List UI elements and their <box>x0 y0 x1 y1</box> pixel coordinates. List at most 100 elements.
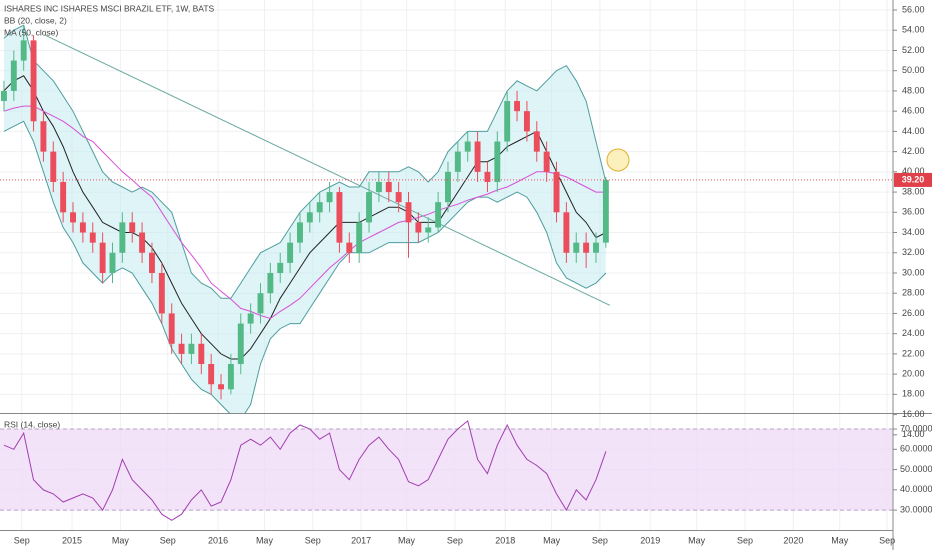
candle-body <box>356 222 363 253</box>
y-tick-label: 36.00 <box>902 207 925 217</box>
candle-body <box>366 192 373 223</box>
candle-body <box>326 192 333 203</box>
x-tick-label: Sep <box>160 535 176 545</box>
candle-body <box>573 242 580 253</box>
y-tick-label: 40.0000 <box>900 484 932 494</box>
y-tick-label: 32.00 <box>902 247 925 257</box>
x-tick-label: 2016 <box>208 535 228 545</box>
x-tick-label: Sep <box>305 535 321 545</box>
candle-body <box>504 101 511 142</box>
candle-body <box>435 202 442 228</box>
y-tick-label: 48.00 <box>902 85 925 95</box>
candle-body <box>178 343 185 354</box>
candle-body <box>375 181 382 193</box>
candle-body <box>306 212 313 223</box>
candle-body <box>109 252 116 273</box>
trend-line <box>45 34 611 306</box>
x-tick-label: 2017 <box>351 535 371 545</box>
indicator-line <box>3 24 607 299</box>
y-tick-label: 50.00 <box>902 65 925 75</box>
candle-body <box>405 202 412 223</box>
highlight-marker <box>606 148 630 172</box>
y-tick-label: 70.0000 <box>900 423 932 433</box>
candle-body <box>523 111 530 132</box>
candle-body <box>602 179 609 243</box>
y-tick-label: 54.00 <box>902 25 925 35</box>
candle-body <box>346 242 353 253</box>
y-tick-label: 16.00 <box>902 409 925 419</box>
candle-body <box>10 60 17 91</box>
candle-body <box>267 272 274 294</box>
candle-body <box>79 222 86 233</box>
price-pane <box>0 24 611 413</box>
candle-body <box>0 90 7 102</box>
candle-body <box>139 232 146 253</box>
x-tick-label: May <box>112 535 130 545</box>
candle-body <box>237 323 244 365</box>
y-tick-label: 34.00 <box>902 227 925 237</box>
candle-body <box>425 227 432 233</box>
x-tick-label: May <box>831 535 849 545</box>
x-tick-label: Sep <box>737 535 753 545</box>
candle-body <box>316 202 323 213</box>
candle-body <box>168 313 175 344</box>
candle-body <box>533 131 540 152</box>
candle-body <box>227 364 234 390</box>
x-tick-label: Sep <box>592 535 608 545</box>
y-tick-label: 22.00 <box>902 348 925 358</box>
candle-body <box>287 242 294 263</box>
y-tick-label: 18.00 <box>902 389 925 399</box>
candle-body <box>198 343 205 365</box>
candle-body <box>474 141 481 172</box>
rsi-line <box>3 420 607 521</box>
y-tick-label: 24.00 <box>902 328 925 338</box>
y-tick-label: 20.00 <box>902 368 925 378</box>
candle-body <box>454 151 461 172</box>
candle-body <box>119 222 126 253</box>
y-tick-label: 46.00 <box>902 106 925 116</box>
candle-body <box>385 181 392 193</box>
candle-body <box>30 40 37 122</box>
x-tick-label: May <box>688 535 706 545</box>
indicator-label: BB (20, close, 2) <box>4 15 67 25</box>
candle-body <box>89 232 96 243</box>
candle-body <box>415 222 422 233</box>
candle-body <box>129 222 136 233</box>
candle-body <box>70 212 76 223</box>
candle-body <box>336 192 343 243</box>
y-tick-label: 42.00 <box>902 146 925 156</box>
candle-body <box>494 141 501 182</box>
y-tick-label: 50.0000 <box>900 464 932 474</box>
candle-body <box>40 121 47 152</box>
candle-body <box>563 212 570 253</box>
x-tick-label: 2020 <box>783 535 803 545</box>
y-tick-label: 56.00 <box>902 4 925 14</box>
rsi-pane <box>0 420 893 521</box>
x-tick-label: 2015 <box>62 535 82 545</box>
candle-body <box>593 242 599 253</box>
indicator-line <box>3 120 607 413</box>
candle-body <box>208 364 215 385</box>
y-tick-label: 60.0000 <box>900 444 932 454</box>
indicator-label: MA (50, close) <box>4 27 58 37</box>
bollinger-band-fill <box>3 25 606 413</box>
y-tick-label: 44.00 <box>902 126 925 136</box>
last-price-tag <box>894 172 932 187</box>
candle-body <box>158 272 165 314</box>
candle-body <box>583 242 590 253</box>
candle-body <box>553 171 560 213</box>
y-tick-label: 52.00 <box>902 45 925 55</box>
y-tick-label: 40.00 <box>902 166 925 176</box>
candle-body <box>99 242 106 273</box>
candle-body <box>484 171 491 182</box>
candle-body <box>257 293 264 314</box>
x-tick-label: May <box>543 535 561 545</box>
x-tick-label: Sep <box>879 535 895 545</box>
y-tick-label: 26.00 <box>902 308 925 318</box>
x-tick-label: Sep <box>447 535 463 545</box>
x-tick-label: 2018 <box>495 535 515 545</box>
y-tick-label: 38.00 <box>902 186 925 196</box>
candle-body <box>395 192 402 203</box>
last-price-label: 39.20 <box>902 174 925 184</box>
